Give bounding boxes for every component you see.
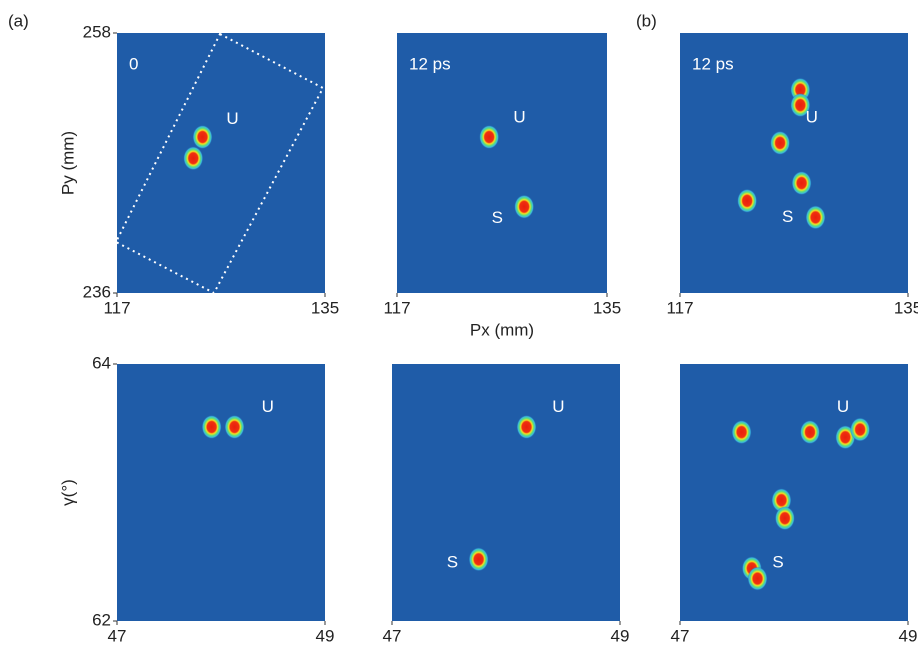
- spot-label: U: [806, 108, 818, 127]
- spot-label: U: [552, 397, 564, 416]
- x-tick-label: 47: [383, 626, 402, 645]
- image-area: [680, 364, 908, 621]
- y-tick-label: 258: [83, 22, 111, 41]
- image-area: [117, 364, 325, 621]
- time-label: 12 ps: [409, 54, 451, 73]
- diffraction-spot: [775, 506, 795, 530]
- x-tick-label: 135: [311, 298, 339, 317]
- diffraction-spot: [225, 415, 245, 439]
- x-tick-label: 49: [611, 626, 630, 645]
- y-axis-label: γ(°): [58, 479, 77, 506]
- diffraction-spot: [850, 418, 870, 442]
- x-tick-label: 135: [593, 298, 621, 317]
- diffraction-spot: [748, 567, 768, 591]
- spot-label: S: [492, 208, 503, 227]
- diffraction-spot: [806, 205, 826, 229]
- x-tick-label: 117: [666, 298, 693, 317]
- time-label: 12 ps: [692, 54, 734, 73]
- spot-label: U: [513, 108, 525, 127]
- diffraction-spot: [202, 415, 222, 439]
- spot-label: U: [837, 397, 849, 416]
- diffraction-spot: [792, 171, 812, 195]
- diffraction-spot: [479, 125, 499, 149]
- x-tick-label: 49: [899, 626, 918, 645]
- diffraction-spot: [183, 146, 203, 170]
- image-area: [392, 364, 620, 621]
- y-tick-label: 236: [83, 282, 111, 301]
- spot-label: U: [262, 397, 274, 416]
- figure: (a) (b) U 0 117 135 236 258 Py (mm) U S 12 ps 117 1…: [0, 0, 918, 649]
- diffraction-spot: [800, 420, 820, 444]
- x-tick-label: 49: [316, 626, 335, 645]
- spot-label: S: [447, 553, 458, 572]
- diffraction-spot: [737, 189, 757, 213]
- diffraction-spot: [469, 547, 489, 571]
- diffraction-spot: [770, 131, 790, 155]
- diffraction-spot: [732, 420, 752, 444]
- spot-label: U: [226, 109, 238, 128]
- x-axis-label: Px (mm): [470, 320, 534, 339]
- spot-label: S: [782, 207, 793, 226]
- diffraction-spot: [193, 125, 213, 149]
- panel-letter: (b): [636, 11, 657, 30]
- y-tick-label: 64: [92, 353, 111, 372]
- time-label: 0: [129, 54, 138, 73]
- x-tick-label: 135: [894, 298, 918, 317]
- x-tick-label: 117: [383, 298, 410, 317]
- diffraction-spot: [514, 195, 534, 219]
- panel-letter: (a): [8, 11, 29, 30]
- x-tick-label: 47: [671, 626, 690, 645]
- y-axis-label: Py (mm): [58, 131, 77, 195]
- y-tick-label: 62: [92, 610, 111, 629]
- image-area: [117, 33, 325, 293]
- spot-label: S: [772, 553, 783, 572]
- diffraction-spot: [517, 415, 537, 439]
